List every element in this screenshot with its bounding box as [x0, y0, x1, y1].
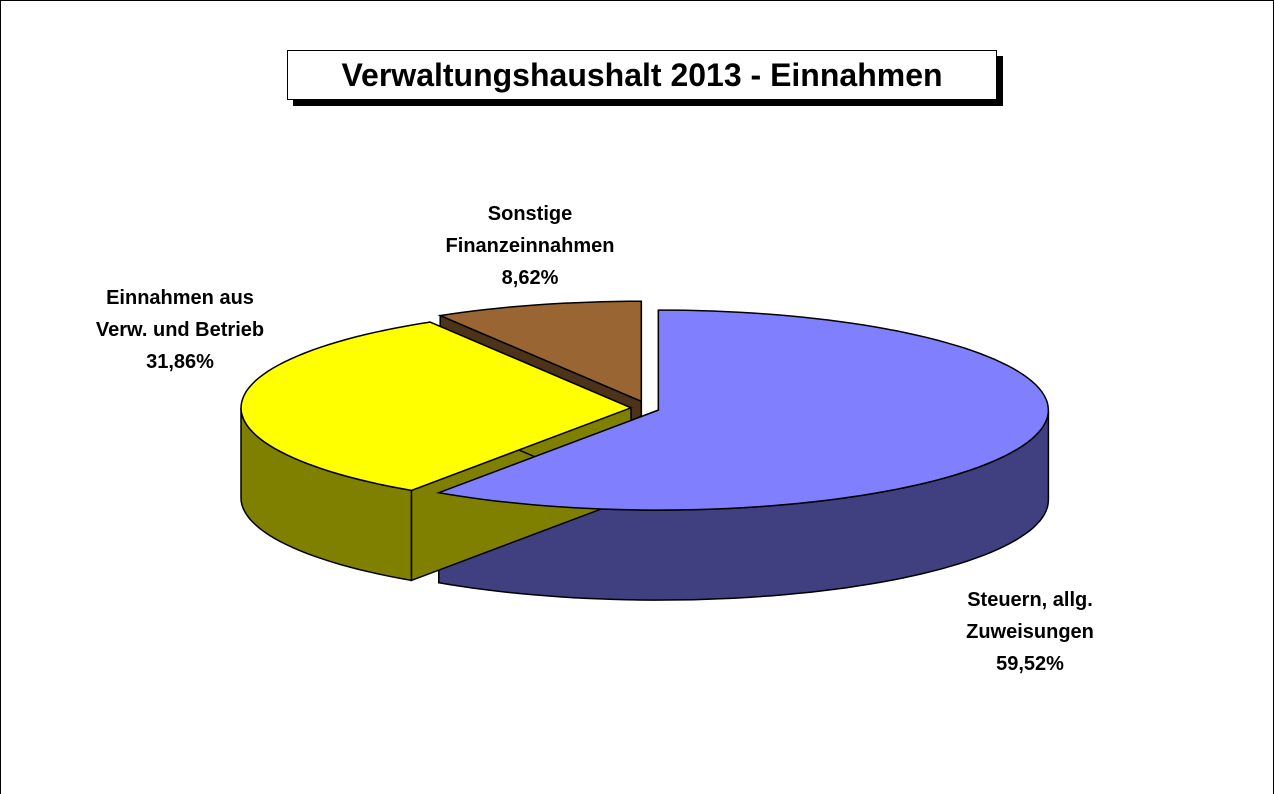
value-label: 31,86% [146, 351, 214, 373]
category-label: Steuern, allg. Zuweisungen [966, 589, 1094, 643]
category-label: Einnahmen aus Verw. und Betrieb [95, 287, 265, 341]
slice-label: Einnahmen aus Verw. und Betrieb 31,86% [96, 282, 264, 378]
chart-title: Verwaltungshaushalt 2013 - Einnahmen [287, 50, 997, 100]
category-label: Sonstige Finanzeinnahmen [445, 203, 615, 257]
slice [437, 300, 643, 403]
slice [435, 309, 1050, 511]
value-label: 8,62% [501, 267, 559, 289]
value-label: 59,52% [996, 653, 1064, 675]
slice-label: Steuern, allg. Zuweisungen 59,52% [966, 584, 1094, 680]
slice [240, 321, 634, 492]
slice-label: Sonstige Finanzeinnahmen 8,62% [446, 198, 615, 294]
